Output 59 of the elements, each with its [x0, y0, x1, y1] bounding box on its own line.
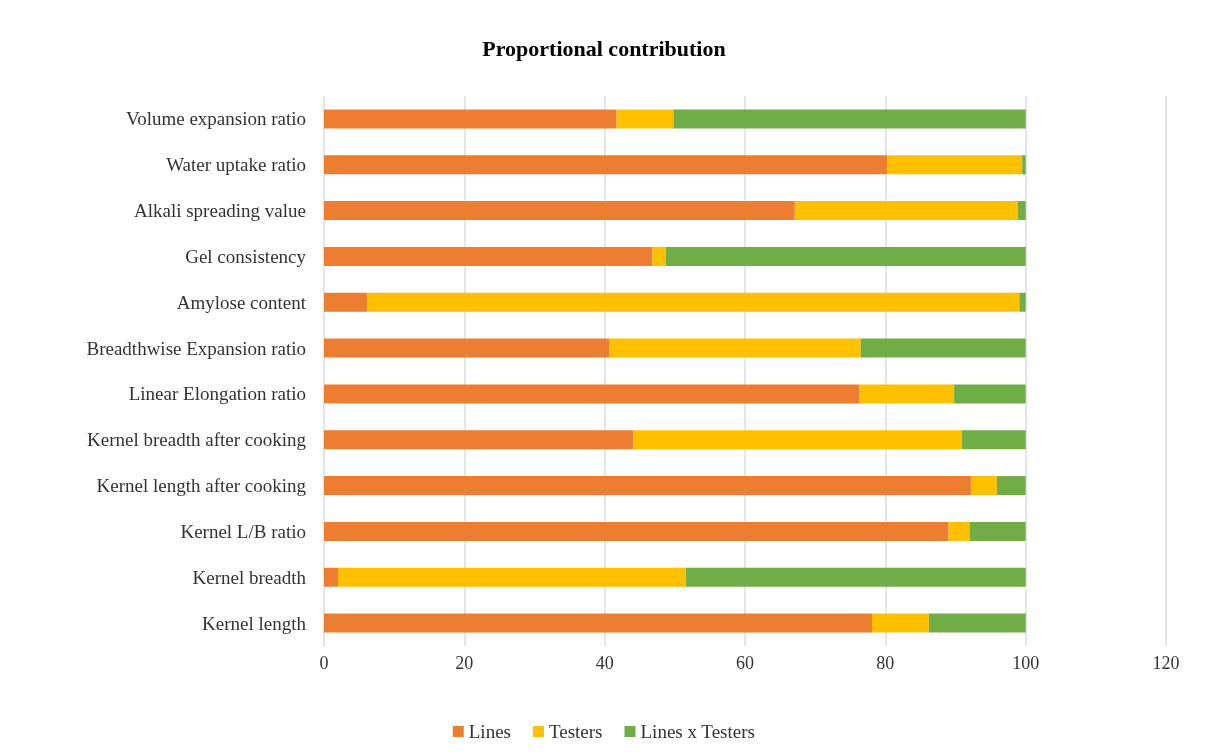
legend-label: Lines x Testers	[640, 721, 755, 742]
bar	[324, 384, 860, 404]
bar	[970, 476, 997, 496]
y-tick-label: Kernel length	[202, 612, 307, 634]
bar	[324, 567, 339, 587]
bar	[338, 567, 687, 587]
bar	[324, 155, 888, 175]
x-tick-label: 0	[319, 653, 329, 673]
x-tick-label: 40	[595, 653, 614, 673]
bar	[324, 109, 617, 129]
bar	[872, 613, 929, 633]
bar	[665, 246, 1026, 266]
bar	[1019, 292, 1026, 312]
x-tick-label: 20	[455, 653, 474, 673]
bar	[961, 430, 1026, 450]
bar	[324, 292, 368, 312]
x-tick-label: 120	[1152, 653, 1180, 673]
bar	[954, 384, 1026, 404]
bar	[324, 476, 971, 496]
bar	[686, 567, 1026, 587]
bar	[324, 246, 653, 266]
bar	[794, 201, 1018, 221]
legend-label: Lines	[468, 721, 511, 742]
bar	[1017, 201, 1026, 221]
bar	[928, 613, 1026, 633]
bar	[860, 338, 1026, 358]
bar	[948, 521, 970, 541]
bar	[324, 201, 795, 221]
y-tick-label: Volume expansion ratio	[125, 108, 306, 130]
bar	[996, 476, 1026, 496]
bar	[969, 521, 1026, 541]
bar	[324, 521, 949, 541]
bar	[324, 613, 872, 633]
bar	[633, 430, 962, 450]
y-tick-label: Kernel L/B ratio	[180, 520, 306, 542]
bar	[324, 338, 610, 358]
x-tick-label: 60	[736, 653, 754, 673]
bar	[616, 109, 674, 129]
bar	[1022, 155, 1026, 175]
y-tick-label: Breadthwise Expansion ratio	[86, 337, 306, 359]
legend-label: Testers	[548, 721, 603, 742]
y-tick-label: Gel consistency	[185, 245, 307, 267]
x-tick-label: 100	[1012, 653, 1040, 673]
x-tick-label: 80	[876, 653, 895, 673]
y-tick-label: Linear Elongation ratio	[128, 383, 306, 405]
y-tick-label: Water uptake ratio	[166, 154, 306, 176]
bar	[367, 292, 1020, 312]
y-tick-label: Kernel breadth after cooking	[87, 429, 307, 451]
chart-title: Proportional contribution	[482, 35, 726, 61]
bar	[887, 155, 1023, 175]
y-tick-label: Alkali spreading value	[133, 200, 306, 222]
y-tick-label: Kernel breadth	[192, 566, 307, 588]
bar	[609, 338, 861, 358]
y-tick-label: Amylose content	[176, 291, 307, 313]
bar	[673, 109, 1026, 129]
bar	[859, 384, 955, 404]
bar	[324, 430, 634, 450]
bar	[652, 246, 666, 266]
y-tick-label: Kernel length after cooking	[96, 475, 307, 497]
